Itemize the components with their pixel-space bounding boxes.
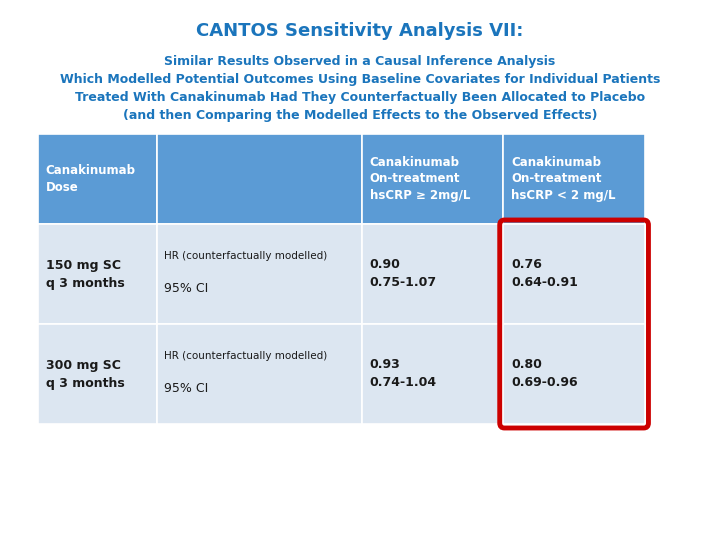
Text: Treated With Canakinumab Had They Counterfactually Been Allocated to Placebo: Treated With Canakinumab Had They Counte… [75, 91, 645, 104]
Text: Canakinumab
On-treatment
hsCRP < 2 mg/L: Canakinumab On-treatment hsCRP < 2 mg/L [511, 156, 616, 202]
Text: Similar Results Observed in a Causal Inference Analysis: Similar Results Observed in a Causal Inf… [164, 55, 556, 68]
Bar [362, 224, 503, 324]
Bar [38, 134, 157, 224]
Bar [362, 134, 503, 224]
Text: 150 mg SC
q 3 months: 150 mg SC q 3 months [45, 259, 125, 289]
Text: 95% CI: 95% CI [164, 382, 209, 395]
Bar [157, 224, 362, 324]
Bar [38, 224, 157, 324]
Text: HR (counterfactually modelled): HR (counterfactually modelled) [164, 351, 328, 361]
Bar [503, 224, 644, 324]
Text: 0.76
0.64-0.91: 0.76 0.64-0.91 [511, 259, 578, 289]
Text: 0.80
0.69-0.96: 0.80 0.69-0.96 [511, 359, 577, 389]
Text: 95% CI: 95% CI [164, 282, 209, 295]
Bar [362, 324, 503, 424]
Bar [157, 324, 362, 424]
Text: 0.93
0.74-1.04: 0.93 0.74-1.04 [370, 359, 437, 389]
Bar [38, 324, 157, 424]
Text: (and then Comparing the Modelled Effects to the Observed Effects): (and then Comparing the Modelled Effects… [122, 109, 598, 122]
Text: 300 mg SC
q 3 months: 300 mg SC q 3 months [45, 359, 125, 389]
Text: CANTOS Sensitivity Analysis VII:: CANTOS Sensitivity Analysis VII: [197, 22, 523, 40]
Bar [157, 134, 362, 224]
Text: 0.90
0.75-1.07: 0.90 0.75-1.07 [370, 259, 437, 289]
Text: Which Modelled Potential Outcomes Using Baseline Covariates for Individual Patie: Which Modelled Potential Outcomes Using … [60, 73, 660, 86]
Text: Canakinumab
On-treatment
hsCRP ≥ 2mg/L: Canakinumab On-treatment hsCRP ≥ 2mg/L [370, 156, 470, 202]
Bar [503, 134, 644, 224]
Text: Canakinumab
Dose: Canakinumab Dose [45, 164, 135, 194]
Bar [503, 324, 644, 424]
Text: HR (counterfactually modelled): HR (counterfactually modelled) [164, 251, 328, 261]
